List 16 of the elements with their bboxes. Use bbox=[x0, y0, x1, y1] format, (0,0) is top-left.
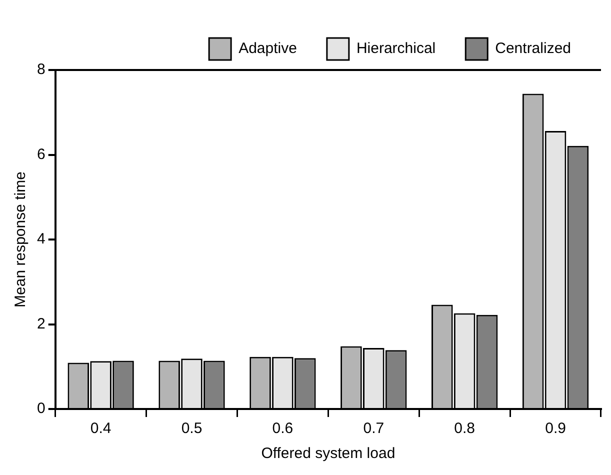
y-tick-label: 0 bbox=[37, 400, 46, 418]
y-axis-title: Mean response time bbox=[12, 172, 30, 308]
y-tick-label: 4 bbox=[37, 230, 46, 248]
x-tick-label: 0.7 bbox=[363, 420, 384, 438]
legend-label: Centralized bbox=[495, 40, 572, 58]
x-axis-title: Offered system load bbox=[261, 445, 396, 462]
legend-label: Hierarchical bbox=[356, 40, 436, 58]
x-tick-label: 0.6 bbox=[272, 420, 294, 438]
y-tick-label: 6 bbox=[37, 146, 46, 163]
x-tick-label: 0.8 bbox=[454, 420, 476, 438]
y-tick-label: 8 bbox=[37, 61, 46, 78]
x-tick-label: 0.9 bbox=[545, 420, 566, 438]
x-tick-label: 0.4 bbox=[90, 420, 112, 438]
legend-label: Adaptive bbox=[238, 40, 297, 58]
y-tick-label: 2 bbox=[37, 315, 46, 332]
x-tick-label: 0.5 bbox=[181, 420, 202, 438]
